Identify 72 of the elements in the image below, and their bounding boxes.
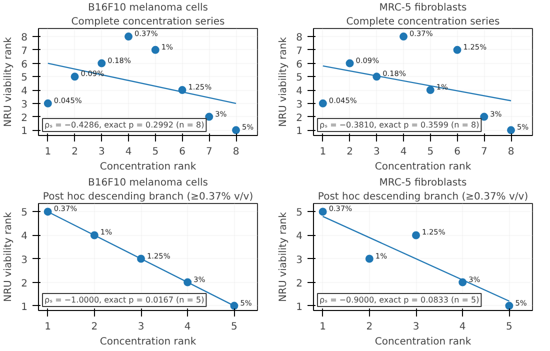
y-tick-label: 8: [21, 32, 28, 44]
x-tick-label: 5: [231, 322, 238, 332]
chart-subtitle: Post hoc descending branch (≥0.37% v/v): [42, 192, 254, 202]
x-tick-label: 5: [152, 146, 159, 158]
y-tick-label: 3: [21, 99, 28, 110]
x-axis-title: Concentration rank: [100, 336, 196, 348]
x-axis-title: Concentration rank: [100, 162, 196, 172]
x-tick-label: 7: [480, 146, 488, 158]
annotation: ρₛ = −1.0000, exact p = 0.0167 (n = 5): [44, 296, 204, 304]
y-tick-label: 2: [21, 278, 28, 290]
x-tick-label: 3: [138, 322, 144, 332]
chart-title: B16F10 melanoma cells: [88, 2, 208, 14]
y-tick-label: 5: [296, 72, 303, 84]
x-axis-title: Concentration rank: [374, 336, 472, 348]
y-tick-label: 2: [296, 112, 303, 124]
y-tick-label: 6: [296, 59, 303, 70]
y-tick-label: 3: [296, 254, 303, 266]
x-tick-label: 8: [508, 146, 514, 158]
y-tick-label: 1: [21, 302, 28, 313]
x-tick-label: 4: [400, 146, 407, 158]
x-tick-label: 3: [412, 322, 420, 332]
x-tick-label: 6: [454, 146, 460, 158]
x-tick-label: 5: [506, 322, 512, 332]
x-tick-label: 6: [179, 146, 186, 158]
y-tick-label: 7: [296, 46, 303, 57]
y-tick-label: 2: [296, 278, 303, 290]
x-tick-label: 5: [427, 146, 434, 158]
y-tick-label: 1: [296, 126, 303, 138]
x-tick-label: 1: [44, 322, 52, 332]
y-tick-label: 1: [296, 302, 303, 313]
y-tick-label: 4: [296, 231, 303, 242]
y-tick-label: 4: [296, 86, 303, 98]
x-tick-label: 2: [72, 146, 78, 158]
chart-title: MRC-5 fibroblasts: [379, 178, 467, 188]
y-tick-label: 5: [296, 208, 303, 219]
chart-title: B16F10 melanoma cells: [88, 178, 208, 188]
x-tick-label: 1: [44, 146, 52, 158]
x-tick-label: 1: [320, 322, 326, 332]
y-tick-label: 2: [21, 112, 28, 124]
y-axis-title: NRU viability rank: [278, 212, 290, 302]
y-tick-label: 5: [21, 208, 28, 219]
chart-subtitle: Post hoc descending branch (≥0.37% v/v): [318, 192, 528, 202]
y-tick-label: 4: [21, 86, 28, 98]
x-tick-label: 2: [346, 146, 353, 158]
annotation: ρₛ = −0.4286, exact p = 0.2992 (n = 8): [44, 120, 204, 130]
chart-subtitle: Complete concentration series: [346, 16, 500, 28]
y-tick-label: 3: [296, 99, 303, 110]
x-tick-label: 4: [184, 322, 191, 332]
x-tick-label: 2: [91, 322, 98, 332]
x-tick-label: 2: [366, 322, 373, 332]
y-tick-label: 7: [21, 46, 28, 57]
chart-title: MRC-5 fibroblasts: [379, 2, 467, 14]
y-tick-label: 4: [21, 231, 28, 242]
y-axis-title: NRU viability rank: [3, 36, 14, 127]
y-tick-label: 3: [21, 254, 28, 266]
chart-subtitle: Complete concentration series: [71, 16, 225, 28]
x-tick-label: 3: [98, 146, 105, 158]
x-tick-label: 8: [232, 146, 240, 158]
x-axis-title: Concentration rank: [374, 162, 472, 172]
x-tick-label: 4: [459, 322, 466, 332]
y-tick-label: 1: [21, 126, 28, 138]
x-tick-label: 3: [373, 146, 380, 158]
y-tick-label: 8: [296, 32, 303, 44]
x-tick-label: 1: [320, 146, 326, 158]
x-tick-label: 7: [206, 146, 212, 158]
y-axis-title: NRU viability rank: [278, 36, 290, 127]
x-tick-label: 4: [125, 146, 132, 158]
annotation: ρₛ = −0.9000, exact p = 0.0833 (n = 5): [320, 296, 480, 304]
y-axis-title: NRU viability rank: [3, 212, 14, 302]
y-tick-label: 5: [21, 72, 28, 84]
annotation: ρₛ = −0.3810, exact p = 0.3599 (n = 8): [320, 120, 480, 130]
y-tick-label: 6: [21, 59, 28, 70]
